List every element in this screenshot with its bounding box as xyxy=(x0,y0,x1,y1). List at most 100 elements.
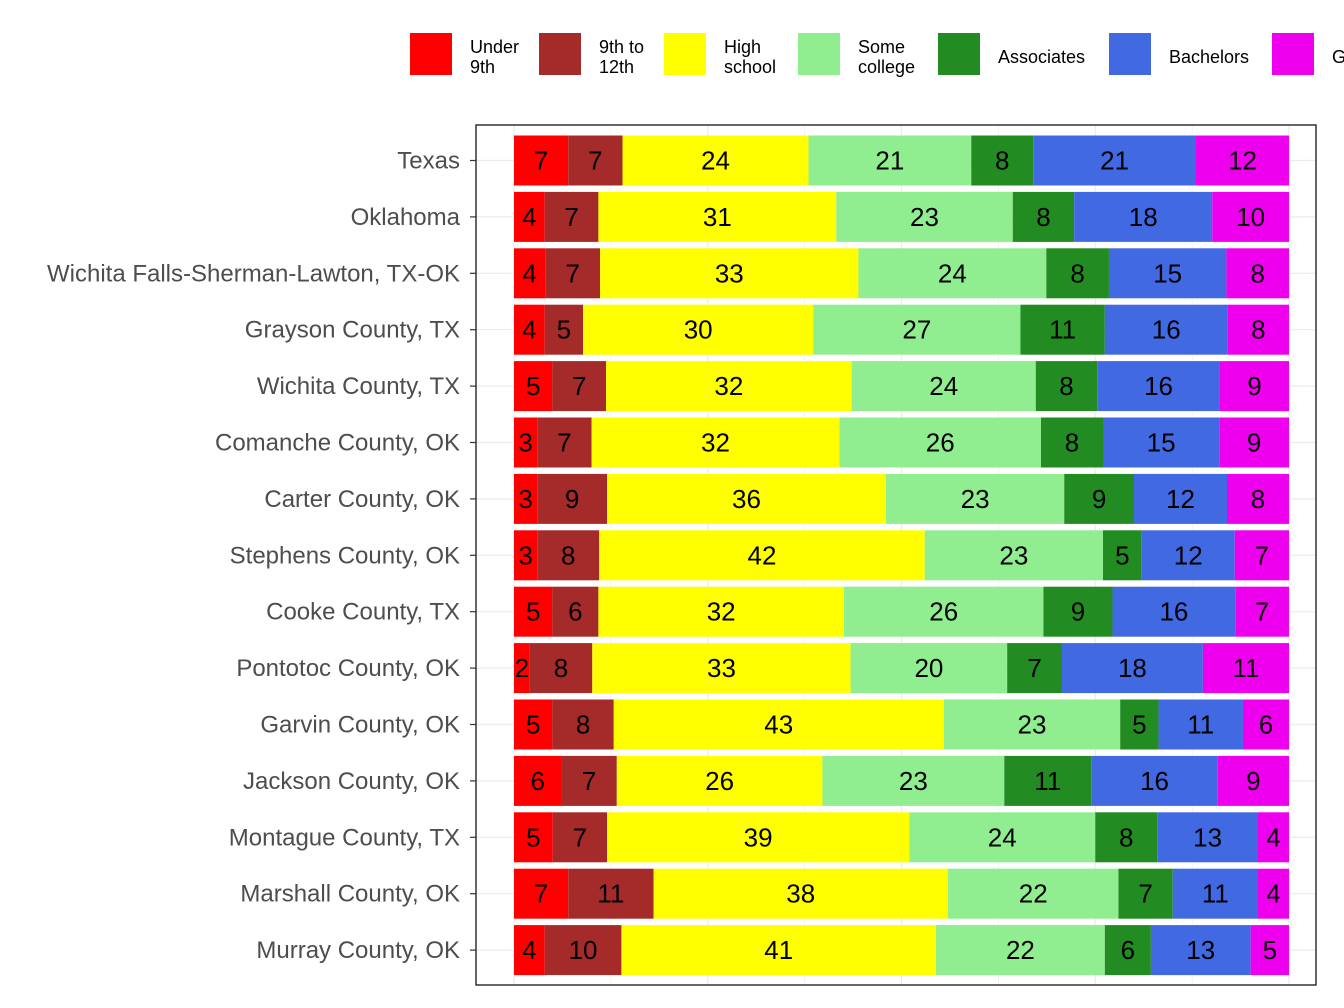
y-tick-label: Stephens County, OK xyxy=(230,542,460,569)
data-label: 7 xyxy=(572,371,586,401)
bar-row: 5 8 43 23 5 11 6 xyxy=(514,699,1289,750)
data-label: 18 xyxy=(1118,653,1147,683)
data-label: 11 xyxy=(1049,315,1076,345)
bar-segment xyxy=(621,925,937,976)
data-label: 5 xyxy=(1263,935,1277,965)
bar-segment xyxy=(1020,304,1105,355)
bar-segment xyxy=(909,812,1096,863)
bar-row: 6 7 26 23 11 16 9 xyxy=(514,755,1289,806)
data-label: 33 xyxy=(707,653,736,683)
data-label: 7 xyxy=(564,202,578,232)
data-label: 18 xyxy=(1129,202,1158,232)
data-label: 4 xyxy=(1266,822,1280,852)
data-label: 8 xyxy=(561,540,575,570)
legend-key xyxy=(410,33,452,75)
data-label: 9 xyxy=(1071,597,1085,627)
data-label: 9 xyxy=(1247,371,1261,401)
data-label: 11 xyxy=(1202,879,1229,909)
bar-segment xyxy=(561,755,617,806)
data-label: 27 xyxy=(902,315,931,345)
y-tick-label: Jackson County, OK xyxy=(243,768,460,795)
bar-segment xyxy=(514,248,546,299)
data-label: 16 xyxy=(1159,597,1188,627)
bar-segment xyxy=(552,361,607,412)
bar-segment xyxy=(599,530,925,581)
bar-segment xyxy=(616,755,823,806)
legend-key xyxy=(938,33,980,75)
bar-segment xyxy=(943,699,1121,750)
y-tick-label: Texas xyxy=(397,148,460,175)
bar-segment xyxy=(514,304,545,355)
bar-segment xyxy=(544,191,599,242)
bar-segment xyxy=(1007,643,1062,694)
data-label: 15 xyxy=(1147,428,1176,458)
data-label: 22 xyxy=(1019,879,1048,909)
data-label: 20 xyxy=(914,653,943,683)
bar-segment xyxy=(537,530,600,581)
bar-segment xyxy=(537,417,592,468)
bar-row: 7 7 24 21 8 21 12 xyxy=(514,135,1289,186)
data-label: 26 xyxy=(929,597,958,627)
data-label: 7 xyxy=(557,428,571,458)
data-label: 41 xyxy=(764,935,793,965)
bar-segment xyxy=(598,586,844,637)
bar-segment xyxy=(1219,417,1289,468)
bar-row: 3 9 36 23 9 12 8 xyxy=(514,473,1289,524)
data-label: 10 xyxy=(1236,202,1265,232)
bar-segment xyxy=(851,361,1036,412)
data-label: 7 xyxy=(1027,653,1041,683)
bar-segment xyxy=(1091,755,1218,806)
data-label: 11 xyxy=(597,879,624,909)
data-label: 9 xyxy=(565,484,579,514)
data-label: 10 xyxy=(569,935,598,965)
data-label: 4 xyxy=(522,202,536,232)
data-label: 16 xyxy=(1144,371,1173,401)
bar-segment xyxy=(514,755,562,806)
bar-segment xyxy=(1103,417,1220,468)
data-label: 4 xyxy=(1266,879,1280,909)
bar-segment xyxy=(808,135,972,186)
legend-label: college xyxy=(858,57,915,77)
bar-row: 3 8 42 23 5 12 7 xyxy=(514,530,1289,581)
legend-label: Bachelors xyxy=(1169,47,1249,67)
bar-segment xyxy=(514,473,538,524)
data-label: 23 xyxy=(899,766,928,796)
bar-segment xyxy=(1196,135,1289,186)
legend-item: Bachelors xyxy=(1109,33,1249,75)
y-tick-label: Murray County, OK xyxy=(256,937,460,964)
bar-segment xyxy=(843,586,1044,637)
data-label: 26 xyxy=(705,766,734,796)
data-label: 3 xyxy=(518,428,532,458)
data-label: 8 xyxy=(1070,258,1084,288)
bar-row: 3 7 32 26 8 15 9 xyxy=(514,417,1289,468)
bar-segment xyxy=(514,361,553,412)
data-label: 16 xyxy=(1140,766,1169,796)
data-label: 13 xyxy=(1193,822,1222,852)
bar-segment xyxy=(552,812,607,863)
bar-segment xyxy=(1041,417,1103,468)
data-label: 7 xyxy=(565,258,579,288)
data-label: 38 xyxy=(786,879,815,909)
y-axis: Texas Oklahoma Wichita Falls-Sherman-Lawto… xyxy=(47,148,476,964)
bar-segment xyxy=(514,925,545,976)
bar-segment xyxy=(514,699,553,750)
bar-segment xyxy=(1074,191,1213,242)
bar-segment xyxy=(1258,812,1289,863)
bar-segment xyxy=(607,473,886,524)
data-label: 4 xyxy=(522,315,536,345)
bar-segment xyxy=(1217,755,1289,806)
data-label: 3 xyxy=(518,484,532,514)
data-label: 9 xyxy=(1247,428,1261,458)
data-label: 6 xyxy=(1121,935,1135,965)
bar-segment xyxy=(1134,473,1227,524)
bar-segment xyxy=(822,755,1005,806)
bar-segment xyxy=(537,473,607,524)
legend-key xyxy=(539,33,581,75)
data-label: 12 xyxy=(1166,484,1195,514)
data-label: 7 xyxy=(588,146,602,176)
bar-segment xyxy=(544,925,622,976)
legend-item: G xyxy=(1272,33,1344,75)
